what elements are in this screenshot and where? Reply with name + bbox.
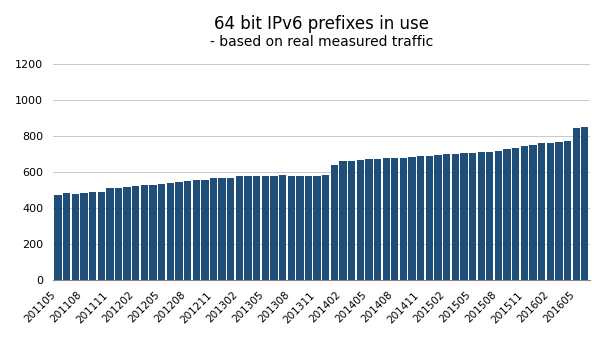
Bar	[521, 146, 528, 280]
Bar	[132, 186, 139, 280]
Bar	[443, 154, 450, 280]
Bar	[184, 181, 191, 280]
Bar	[322, 175, 329, 280]
Bar	[382, 158, 390, 280]
Bar	[572, 128, 580, 280]
Bar	[192, 180, 200, 280]
Bar	[141, 186, 148, 280]
Bar	[89, 192, 96, 280]
Bar	[218, 178, 226, 280]
Bar	[270, 175, 278, 280]
Bar	[313, 175, 321, 280]
Bar	[408, 157, 416, 280]
Bar	[296, 176, 304, 280]
Bar	[305, 176, 312, 280]
Bar	[279, 175, 286, 280]
Bar	[54, 194, 62, 280]
Bar	[201, 180, 209, 280]
Bar	[486, 152, 494, 280]
Bar	[261, 176, 269, 280]
Bar	[581, 127, 589, 280]
Bar	[106, 188, 114, 280]
Bar	[469, 153, 476, 280]
Bar	[97, 192, 105, 280]
Bar	[512, 148, 520, 280]
Bar	[564, 141, 571, 280]
Bar	[149, 185, 157, 280]
Bar	[400, 157, 407, 280]
Bar	[503, 149, 511, 280]
Bar	[236, 176, 243, 280]
Bar	[417, 156, 424, 280]
Bar	[356, 160, 364, 280]
Bar	[253, 176, 260, 280]
Bar	[166, 183, 174, 280]
Bar	[434, 155, 442, 280]
Bar	[331, 165, 338, 280]
Bar	[123, 187, 131, 280]
Bar	[227, 178, 234, 280]
Bar	[63, 193, 70, 280]
Bar	[495, 151, 502, 280]
Text: - based on real measured traffic: - based on real measured traffic	[210, 35, 433, 49]
Bar	[244, 176, 252, 280]
Title: 64 bit IPv6 prefixes in use: 64 bit IPv6 prefixes in use	[214, 15, 429, 33]
Bar	[210, 178, 217, 280]
Bar	[365, 159, 373, 280]
Bar	[348, 160, 355, 280]
Bar	[115, 188, 122, 280]
Bar	[71, 193, 79, 280]
Bar	[529, 145, 537, 280]
Bar	[555, 142, 563, 280]
Bar	[451, 154, 459, 280]
Bar	[426, 156, 433, 280]
Bar	[339, 161, 347, 280]
Bar	[287, 176, 295, 280]
Bar	[175, 182, 183, 280]
Bar	[546, 142, 554, 280]
Bar	[374, 159, 381, 280]
Bar	[538, 143, 545, 280]
Bar	[460, 153, 468, 280]
Bar	[80, 193, 88, 280]
Bar	[391, 158, 399, 280]
Bar	[158, 184, 165, 280]
Bar	[477, 152, 485, 280]
